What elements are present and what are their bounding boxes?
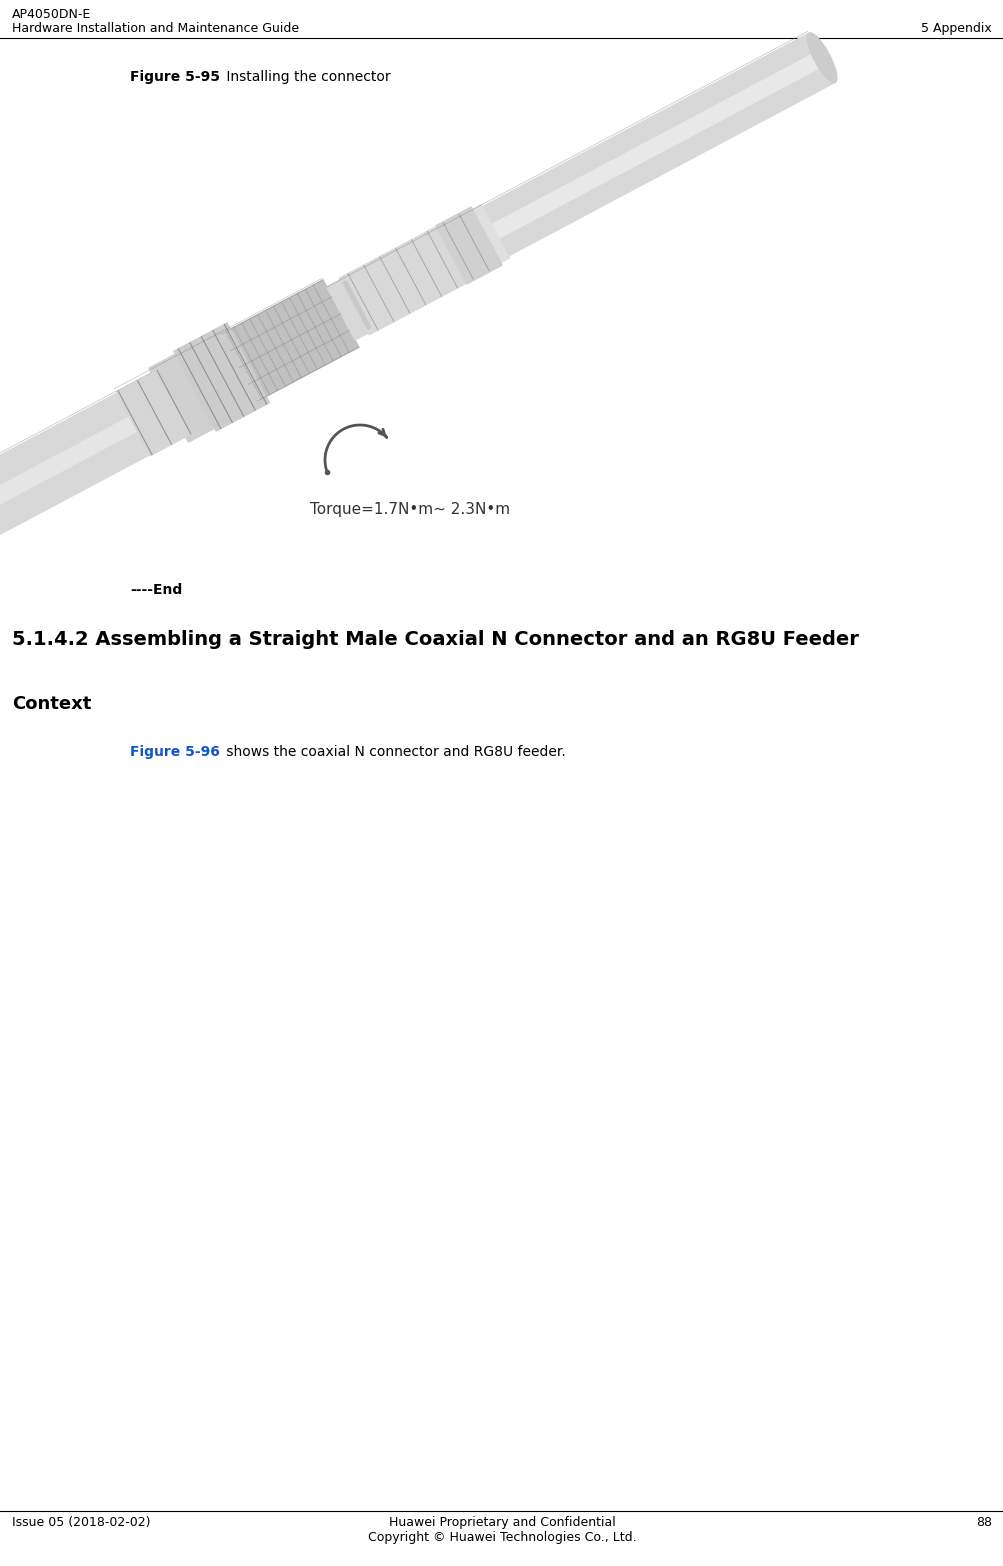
Text: 88: 88 xyxy=(975,1516,991,1528)
Text: Huawei Proprietary and Confidential: Huawei Proprietary and Confidential xyxy=(388,1516,615,1528)
Text: shows the coaxial N connector and RG8U feeder.: shows the coaxial N connector and RG8U f… xyxy=(222,745,565,760)
Ellipse shape xyxy=(806,33,837,83)
Polygon shape xyxy=(116,371,190,456)
Text: Hardware Installation and Maintenance Guide: Hardware Installation and Maintenance Gu… xyxy=(12,22,299,34)
Polygon shape xyxy=(473,33,834,262)
Polygon shape xyxy=(482,50,825,244)
Text: ----End: ----End xyxy=(129,583,183,597)
Text: Context: Context xyxy=(12,695,91,713)
Text: Issue 05 (2018-02-02): Issue 05 (2018-02-02) xyxy=(12,1516,150,1528)
Text: 5.1.4.2 Assembling a Straight Male Coaxial N Connector and an RG8U Feeder: 5.1.4.2 Assembling a Straight Male Coaxi… xyxy=(12,630,858,648)
Polygon shape xyxy=(0,374,185,623)
Text: Figure 5-96: Figure 5-96 xyxy=(129,745,220,760)
Text: Torque=1.7N•m~ 2.3N•m: Torque=1.7N•m~ 2.3N•m xyxy=(310,503,510,517)
Polygon shape xyxy=(222,280,358,401)
Polygon shape xyxy=(0,398,173,601)
Polygon shape xyxy=(324,282,370,338)
Text: Installing the connector: Installing the connector xyxy=(222,70,390,85)
Text: AP4050DN-E: AP4050DN-E xyxy=(12,8,91,20)
Text: Figure 5-95: Figure 5-95 xyxy=(129,70,220,85)
Polygon shape xyxy=(174,323,269,431)
Text: 5 Appendix: 5 Appendix xyxy=(921,22,991,34)
Text: Copyright © Huawei Technologies Co., Ltd.: Copyright © Huawei Technologies Co., Ltd… xyxy=(367,1532,636,1544)
Polygon shape xyxy=(327,280,368,340)
Polygon shape xyxy=(435,207,502,283)
Polygon shape xyxy=(148,354,215,442)
Polygon shape xyxy=(428,205,509,287)
Polygon shape xyxy=(339,208,502,335)
